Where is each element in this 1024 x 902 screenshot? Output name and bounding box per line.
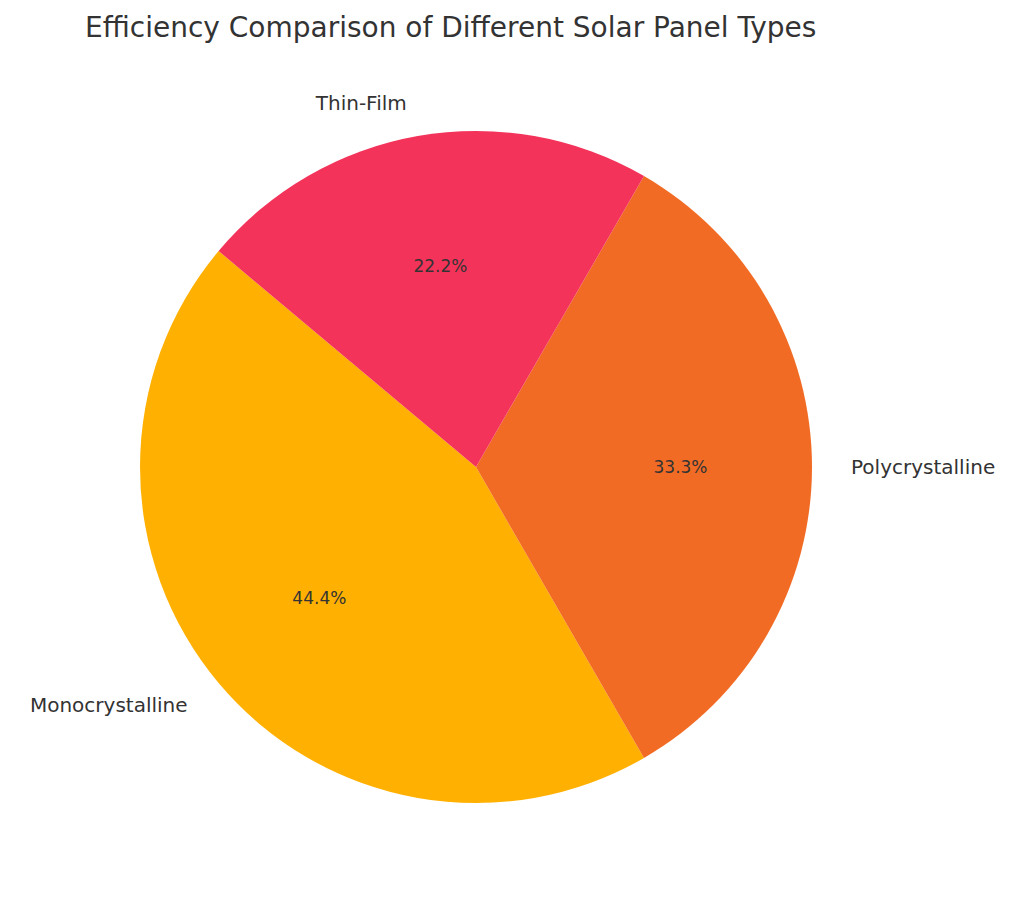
svg-text:44.4%: 44.4% [292, 588, 346, 608]
svg-text:Monocrystalline: Monocrystalline [30, 693, 188, 717]
svg-text:Thin-Film: Thin-Film [315, 91, 407, 115]
svg-text:Efficiency Comparison of Diffe: Efficiency Comparison of Different Solar… [85, 11, 816, 44]
svg-text:33.3%: 33.3% [653, 457, 707, 477]
svg-text:Polycrystalline: Polycrystalline [851, 455, 995, 479]
svg-text:22.2%: 22.2% [413, 256, 467, 276]
